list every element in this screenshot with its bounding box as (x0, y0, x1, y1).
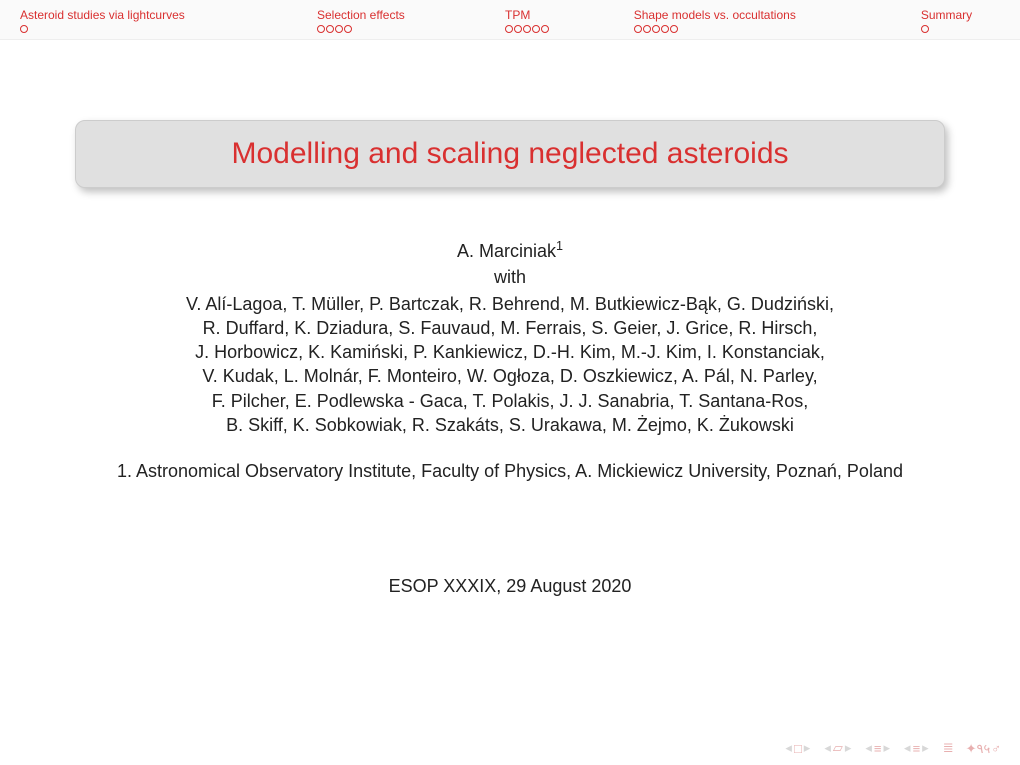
nav-prev[interactable]: ◂≡▸ (865, 740, 890, 756)
progress-dot[interactable] (317, 25, 325, 33)
progress-dot[interactable] (661, 25, 669, 33)
nav-section[interactable]: Shape models vs. occultations (634, 8, 921, 33)
affiliation: 1. Astronomical Observatory Institute, F… (40, 459, 980, 483)
progress-dot[interactable] (514, 25, 522, 33)
nav-section[interactable]: Selection effects (317, 8, 505, 33)
progress-dot[interactable] (20, 25, 28, 33)
lead-author-name: A. Marciniak (457, 241, 556, 261)
nav-progress-dots (634, 25, 678, 33)
nav-section-label[interactable]: TPM (505, 8, 530, 22)
coauthor-line: R. Duffard, K. Dziadura, S. Fauvaud, M. … (40, 316, 980, 340)
nav-next[interactable]: ◂≡▸ (904, 740, 929, 756)
coauthor-line: V. Alí-Lagoa, T. Müller, P. Bartczak, R.… (40, 292, 980, 316)
nav-section[interactable]: Summary (921, 8, 1000, 33)
nav-mode[interactable]: ≣ (943, 740, 952, 756)
nav-section[interactable]: Asteroid studies via lightcurves (20, 8, 317, 33)
progress-dot[interactable] (541, 25, 549, 33)
lead-author-sup: 1 (556, 239, 563, 253)
nav-progress-dots (505, 25, 549, 33)
coauthor-line: V. Kudak, L. Molnár, F. Monteiro, W. Ogł… (40, 364, 980, 388)
progress-dot[interactable] (344, 25, 352, 33)
progress-dot[interactable] (634, 25, 642, 33)
progress-dot[interactable] (643, 25, 651, 33)
presentation-title: Modelling and scaling neglected asteroid… (96, 137, 924, 171)
nav-prev-section[interactable]: ◂▱▸ (824, 740, 851, 756)
section-nav: Asteroid studies via lightcurves Selectio… (0, 0, 1020, 40)
nav-progress-dots (317, 25, 352, 33)
nav-progress-dots (921, 25, 929, 33)
progress-dot[interactable] (670, 25, 678, 33)
coauthor-line: J. Horbowicz, K. Kamiński, P. Kankiewicz… (40, 340, 980, 364)
nav-section-label[interactable]: Asteroid studies via lightcurves (20, 8, 185, 22)
coauthor-line: F. Pilcher, E. Podlewska - Gaca, T. Pola… (40, 389, 980, 413)
event-info: ESOP XXXIX, 29 August 2020 (40, 574, 980, 598)
nav-progress-dots (20, 25, 28, 33)
nav-section-label[interactable]: Shape models vs. occultations (634, 8, 796, 22)
progress-dot[interactable] (532, 25, 540, 33)
nav-first[interactable]: ◂□▸ (785, 740, 810, 756)
progress-dot[interactable] (652, 25, 660, 33)
progress-dot[interactable] (505, 25, 513, 33)
title-box: Modelling and scaling neglected asteroid… (75, 120, 945, 188)
nav-section-label[interactable]: Summary (921, 8, 972, 22)
nav-search[interactable]: ✦۹५♂ (966, 739, 1002, 757)
coauthors: V. Alí-Lagoa, T. Müller, P. Bartczak, R.… (40, 292, 980, 438)
progress-dot[interactable] (921, 25, 929, 33)
authors-block: A. Marciniak1 with V. Alí-Lagoa, T. Müll… (0, 238, 1020, 598)
lead-author: A. Marciniak1 (40, 238, 980, 263)
progress-dot[interactable] (523, 25, 531, 33)
with-label: with (40, 265, 980, 289)
progress-dot[interactable] (326, 25, 334, 33)
beamer-nav-controls: ◂□▸ ◂▱▸ ◂≡▸ ◂≡▸ ≣ ✦۹५♂ (785, 739, 1002, 757)
progress-dot[interactable] (335, 25, 343, 33)
coauthor-line: B. Skiff, K. Sobkowiak, R. Szakáts, S. U… (40, 413, 980, 437)
nav-section-label[interactable]: Selection effects (317, 8, 405, 22)
nav-section[interactable]: TPM (505, 8, 634, 33)
